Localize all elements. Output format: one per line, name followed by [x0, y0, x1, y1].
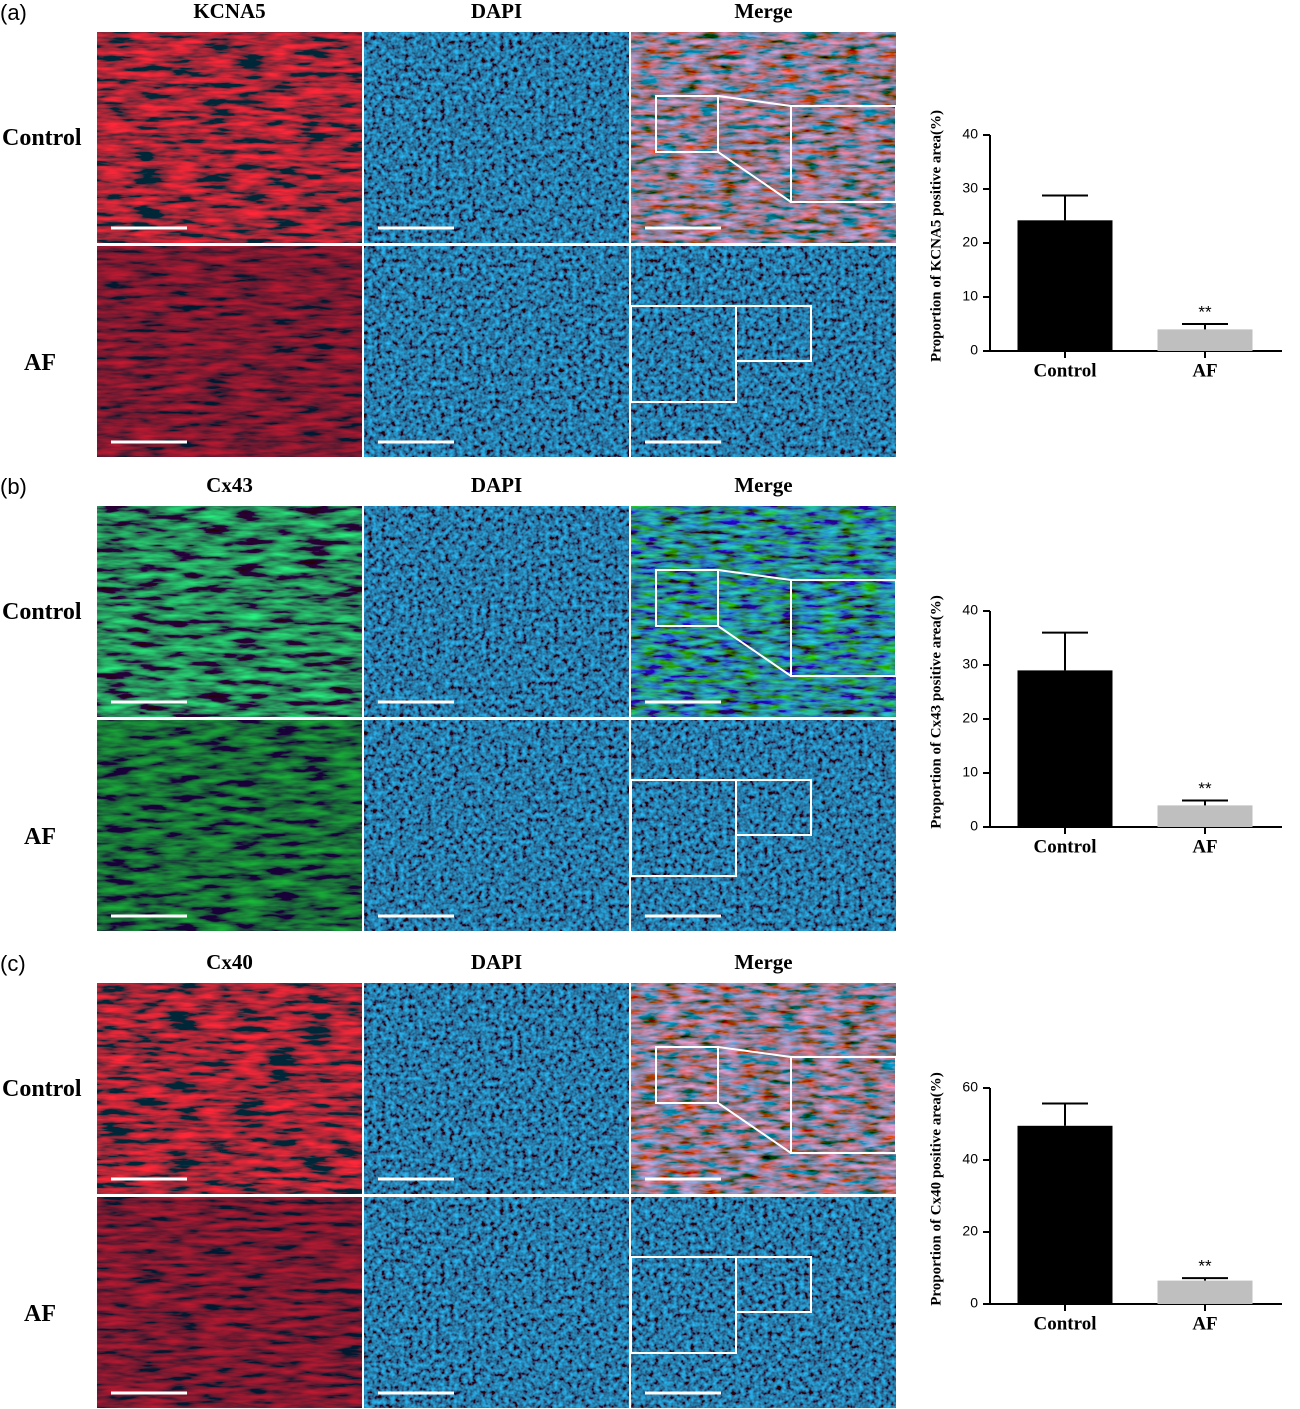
zoom-line — [717, 95, 792, 107]
micrograph — [631, 32, 896, 243]
significance-label: ** — [1198, 302, 1212, 321]
x-tick-label: AF — [1192, 360, 1217, 381]
y-tick-label: 20 — [962, 710, 978, 726]
row-label: AF — [24, 350, 56, 376]
x-tick-label: Control — [1034, 1313, 1097, 1334]
micrograph — [97, 720, 362, 931]
y-tick-label: 60 — [962, 1079, 978, 1095]
micrograph — [97, 1197, 362, 1408]
zoom-box — [655, 569, 719, 627]
micrograph — [364, 246, 629, 457]
zoom-line — [717, 1102, 792, 1154]
zoom-line — [717, 569, 792, 581]
significance-label: ** — [1198, 779, 1212, 798]
y-tick-label: 30 — [962, 656, 978, 672]
y-tick-label: 10 — [962, 288, 978, 304]
y-tick-label: 0 — [970, 342, 978, 358]
column-header: DAPI — [471, 950, 522, 974]
zoom-box — [790, 105, 897, 203]
micrograph — [631, 720, 896, 931]
y-tick-label: 0 — [970, 818, 978, 834]
bar — [1017, 1125, 1113, 1304]
column-header: Merge — [734, 950, 792, 974]
y-tick-label: 10 — [962, 764, 978, 780]
micrograph — [97, 246, 362, 457]
y-tick-label: 20 — [962, 1223, 978, 1239]
zoom-box — [630, 305, 737, 403]
y-tick-label: 20 — [962, 234, 978, 250]
micrograph — [631, 246, 896, 457]
micrograph — [97, 506, 362, 717]
zoom-box — [655, 1046, 719, 1104]
y-axis-title: Proportion of Cx43 positive area(%) — [928, 595, 944, 829]
zoom-box — [630, 1256, 737, 1354]
x-tick-label: Control — [1034, 360, 1097, 381]
micrograph — [364, 720, 629, 931]
zoom-box — [790, 579, 897, 677]
column-header: Cx43 — [206, 473, 253, 497]
zoom-line — [717, 625, 792, 677]
micrograph — [631, 983, 896, 1194]
column-header: DAPI — [471, 0, 522, 23]
micrograph — [631, 1197, 896, 1408]
bar — [1157, 329, 1253, 351]
y-tick-label: 40 — [962, 602, 978, 618]
panel-label: (a) — [0, 0, 27, 25]
row-label: Control — [2, 125, 82, 151]
micrograph — [364, 506, 629, 717]
significance-label: ** — [1198, 1257, 1212, 1276]
column-header: Merge — [734, 473, 792, 497]
column-header: Merge — [734, 0, 792, 23]
micrograph — [364, 1197, 629, 1408]
row-label: AF — [24, 824, 56, 850]
micrograph — [97, 983, 362, 1194]
x-tick-label: Control — [1034, 836, 1097, 857]
y-tick-label: 0 — [970, 1295, 978, 1311]
micrograph — [364, 32, 629, 243]
panel-label: (b) — [0, 474, 27, 499]
zoom-box — [790, 1056, 897, 1154]
zoom-box — [655, 95, 719, 153]
y-tick-label: 30 — [962, 180, 978, 196]
zoom-line — [717, 1046, 792, 1058]
row-label: AF — [24, 1301, 56, 1327]
micrograph — [631, 506, 896, 717]
zoom-line — [717, 151, 792, 203]
y-tick-label: 40 — [962, 126, 978, 142]
x-tick-label: AF — [1192, 1313, 1217, 1334]
y-axis-title: Proportion of Cx40 positive area(%) — [928, 1072, 944, 1306]
panel-label: (c) — [0, 951, 26, 976]
y-axis-title: Proportion of KCNA5 positive area(%) — [928, 110, 944, 362]
column-header: DAPI — [471, 473, 522, 497]
row-label: Control — [2, 1076, 82, 1102]
y-tick-label: 40 — [962, 1151, 978, 1167]
column-header: KCNA5 — [193, 0, 265, 23]
bar — [1017, 220, 1113, 351]
bar — [1157, 1280, 1253, 1304]
bar — [1157, 805, 1253, 827]
row-label: Control — [2, 599, 82, 625]
x-tick-label: AF — [1192, 836, 1217, 857]
bar — [1017, 670, 1113, 827]
micrograph — [97, 32, 362, 243]
column-header: Cx40 — [206, 950, 253, 974]
micrograph — [364, 983, 629, 1194]
zoom-box — [630, 779, 737, 877]
